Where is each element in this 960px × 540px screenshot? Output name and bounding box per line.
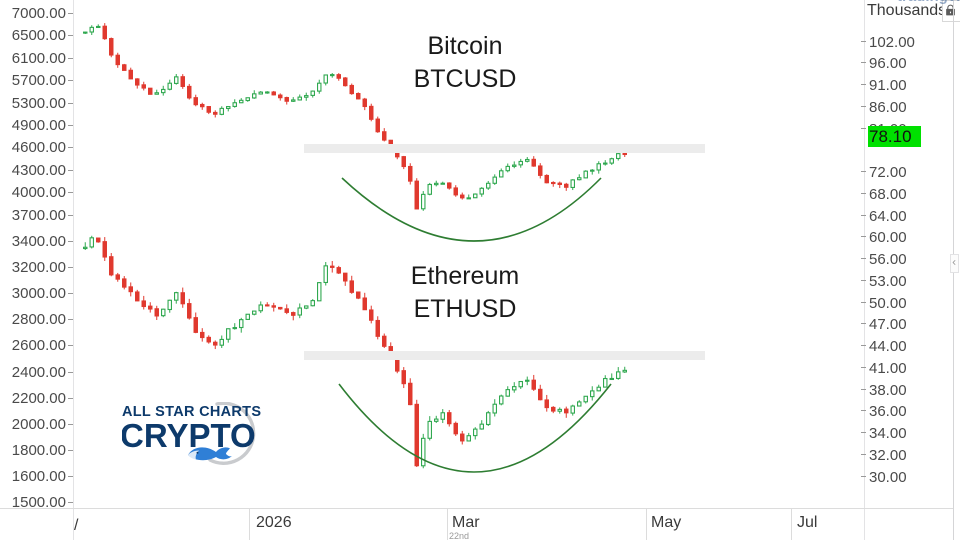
svg-text:CRYPTO: CRYPTO	[122, 417, 256, 454]
